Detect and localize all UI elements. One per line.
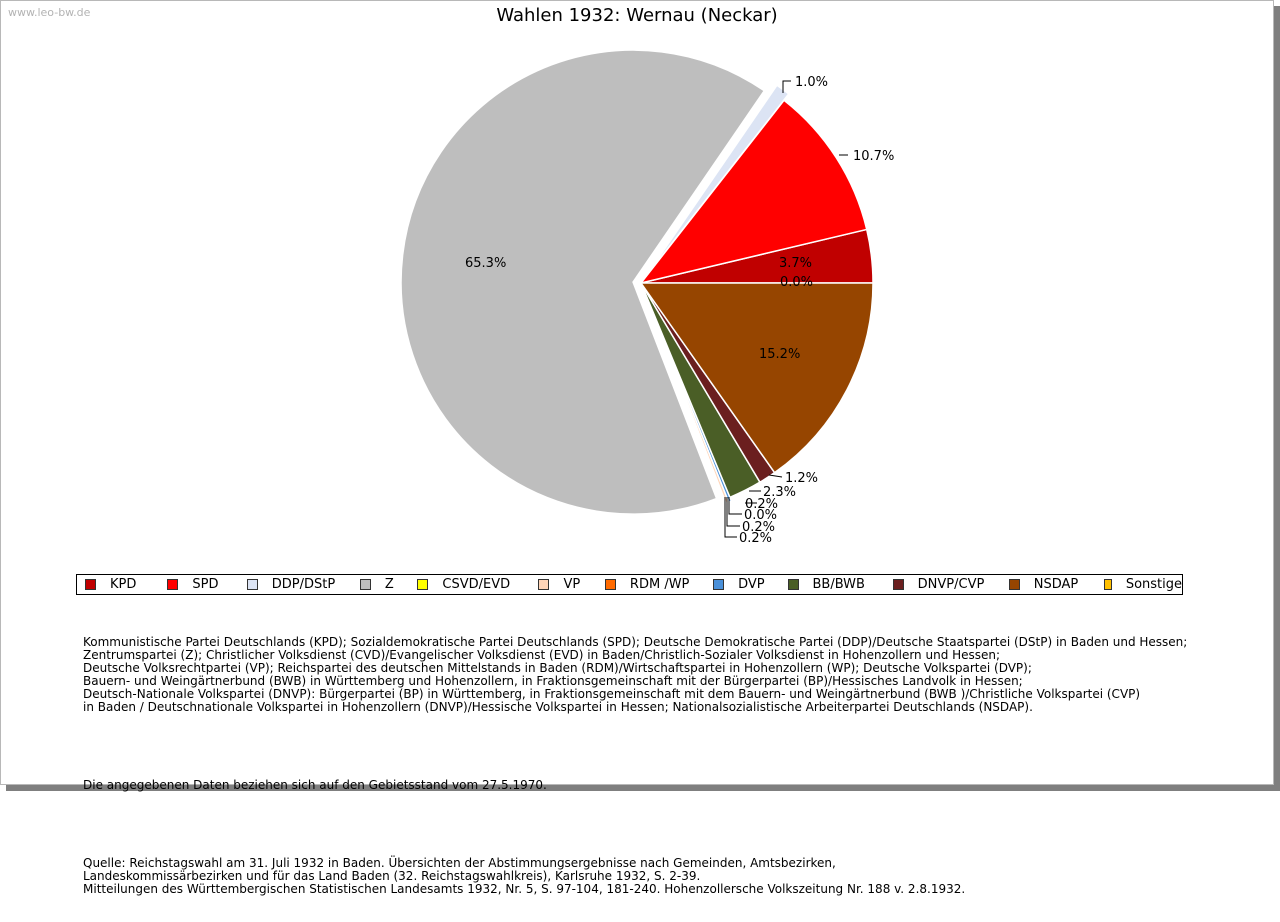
legend-item-z: Z — [359, 577, 418, 592]
legend-label-rdm-wp: RDM /WP — [629, 577, 690, 592]
data-label-dnvp-cvp: 1.2% — [785, 471, 818, 486]
data-label-vp: 0.2% — [739, 531, 772, 546]
legend-swatch-dvp — [713, 579, 725, 590]
legend-label-csvd-evd: CSVD/EVD — [442, 577, 511, 592]
legend-swatch-csvd-evd — [417, 579, 429, 590]
legend-label-z: Z — [384, 577, 394, 592]
legend-swatch-nsdap — [1008, 579, 1020, 590]
legend-label-spd: SPD — [192, 577, 219, 592]
legend-label-kpd: KPD — [110, 577, 137, 592]
legend-item-ddp-dstp: DDP/DStP — [246, 577, 360, 592]
legend-item-rdm-wp: RDM /WP — [604, 577, 713, 592]
leader-line-vp — [724, 497, 737, 538]
data-label-extra-0: 0.2% — [745, 497, 778, 512]
data-label-nsdap: 15.2% — [759, 347, 800, 362]
watermark: www.leo-bw.de — [8, 6, 91, 19]
data-label-sonstige: 0.0% — [780, 275, 813, 290]
legend-swatch-vp — [538, 579, 550, 590]
legend-item-kpd: KPD — [85, 577, 167, 592]
legend-swatch-bb-bwb — [787, 579, 799, 590]
data-label-bb-bwb: 2.3% — [763, 485, 796, 500]
legend-label-dvp: DVP — [738, 577, 765, 592]
legend-swatch-sonstige — [1104, 579, 1112, 590]
legend-swatch-spd — [167, 579, 179, 590]
legend-item-dnvp-cvp: DNVP/CVP — [892, 577, 1009, 592]
data-label-dvp: 0.2% — [742, 520, 775, 535]
data-label-kpd: 3.7% — [779, 256, 812, 271]
leader-line-rdm-wp — [728, 497, 742, 515]
legend-item-dvp: DVP — [713, 577, 787, 592]
legend-swatch-ddp-dstp — [246, 579, 258, 590]
leader-line-dnvp-cvp — [768, 474, 783, 478]
chart-title: Wahlen 1932: Wernau (Neckar) — [496, 5, 778, 26]
data-label-z: 65.3% — [465, 256, 506, 271]
notes-parties: Kommunistische Partei Deutschlands (KPD)… — [83, 635, 1188, 714]
legend-item-bb-bwb: BB/BWB — [787, 577, 893, 592]
legend-label-vp: VP — [563, 577, 581, 592]
legend-item-nsdap: NSDAP — [1008, 577, 1104, 592]
data-label-ddp-dstp: 1.0% — [795, 75, 828, 90]
legend-item-spd: SPD — [167, 577, 246, 592]
pie-chart: 3.7%10.7%1.0%65.3%0.2%0.0%0.2%2.3%1.2%15… — [400, 49, 894, 546]
legend-swatch-z — [359, 579, 371, 590]
leader-line-ddp-dstp — [782, 80, 791, 93]
chart-frame: www.leo-bw.de Wahlen 1932: Wernau (Necka… — [0, 0, 1274, 896]
legend-item-vp: VP — [538, 577, 604, 592]
legend-label-sonstige: Sonstige — [1125, 577, 1183, 592]
notes: Kommunistische Partei Deutschlands (KPD)… — [83, 610, 1187, 922]
leader-line-dvp — [726, 497, 740, 527]
pie-slice-spd — [639, 99, 868, 285]
legend-swatch-kpd — [85, 579, 96, 590]
legend-item-csvd-evd: CSVD/EVD — [417, 577, 538, 592]
data-label-rdm-wp: 0.0% — [744, 508, 777, 523]
legend-swatch-dnvp-cvp — [892, 579, 904, 590]
legend-label-bb-bwb: BB/BWB — [812, 577, 865, 592]
legend-item-sonstige: Sonstige — [1104, 577, 1182, 592]
notes-quelle: Quelle: Reichstagswahl am 31. Juli 1932 … — [83, 856, 966, 896]
legend-label-ddp-dstp: DDP/DStP — [271, 577, 336, 592]
pie-slice-nsdap — [639, 282, 874, 474]
legend-label-dnvp-cvp: DNVP/CVP — [917, 577, 985, 592]
notes-gebiet: Die angegebenen Daten beziehen sich auf … — [83, 778, 547, 792]
data-label-spd: 10.7% — [853, 149, 894, 164]
legend-swatch-rdm-wp — [604, 579, 616, 590]
legend: KPD SPD DDP/DStP Z CSVD/EVD VP RDM /WP DVP BB/BW… — [76, 574, 1183, 595]
pie-slice-z — [400, 49, 766, 515]
legend-label-nsdap: NSDAP — [1033, 577, 1079, 592]
